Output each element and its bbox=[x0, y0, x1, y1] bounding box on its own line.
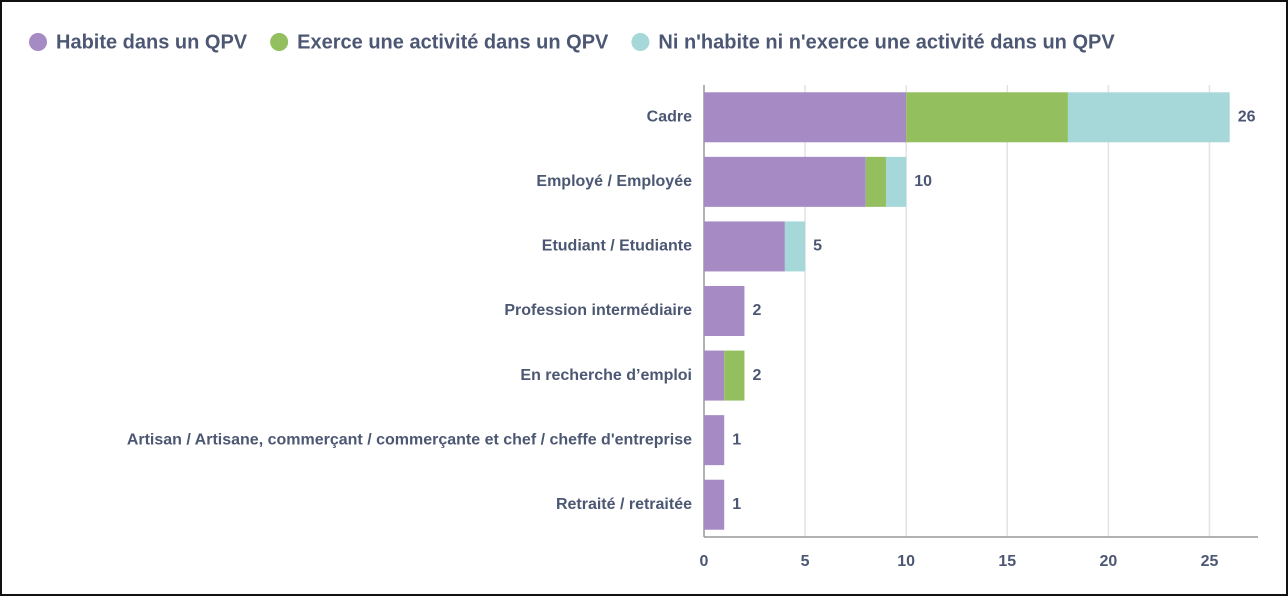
x-tick-label: 25 bbox=[1201, 553, 1219, 570]
legend-swatch bbox=[631, 33, 650, 51]
legend-label: Ni n'habite ni n'exerce une activité dan… bbox=[658, 31, 1115, 53]
total-label: 10 bbox=[914, 173, 932, 190]
legend-label: Exerce une activité dans un QPV bbox=[297, 31, 609, 53]
x-tick-label: 20 bbox=[1099, 553, 1117, 570]
y-tick-label: Cadre bbox=[647, 109, 692, 126]
y-tick-label: En recherche d’emploi bbox=[520, 367, 692, 384]
bar-segment bbox=[704, 415, 725, 466]
x-tick-label: 15 bbox=[998, 553, 1016, 570]
y-tick-label: Profession intermédiaire bbox=[504, 302, 692, 319]
x-tick-label: 10 bbox=[897, 553, 915, 570]
bar-segment bbox=[865, 156, 886, 207]
y-tick-label: Retraité / retraitée bbox=[556, 496, 692, 513]
legend-label: Habite dans un QPV bbox=[56, 31, 248, 53]
bar-segment bbox=[704, 479, 725, 530]
legend-swatch bbox=[29, 33, 47, 51]
bar-segment bbox=[704, 286, 745, 336]
y-tick-label: Etudiant / Etudiante bbox=[542, 238, 692, 255]
total-label: 1 bbox=[732, 496, 741, 513]
total-label: 5 bbox=[813, 238, 822, 255]
bar-segment bbox=[704, 156, 866, 207]
bar-segment bbox=[724, 350, 745, 401]
total-label: 1 bbox=[732, 431, 741, 448]
legend-swatch bbox=[270, 33, 289, 51]
bar-segment bbox=[704, 92, 907, 143]
y-tick-label: Artisan / Artisane, commerçant / commerç… bbox=[127, 431, 692, 448]
total-label: 26 bbox=[1238, 109, 1256, 126]
bar-segment bbox=[1067, 92, 1230, 143]
x-tick-label: 0 bbox=[700, 553, 709, 570]
total-label: 2 bbox=[752, 367, 761, 384]
bar-segment bbox=[784, 221, 806, 272]
y-tick-label: Employé / Employée bbox=[536, 173, 692, 190]
x-tick-label: 5 bbox=[801, 553, 810, 570]
bar-segment bbox=[885, 156, 907, 207]
bar-segment bbox=[704, 221, 785, 272]
total-label: 2 bbox=[752, 302, 761, 319]
bar-segment bbox=[906, 92, 1068, 143]
bar-segment bbox=[704, 350, 725, 401]
